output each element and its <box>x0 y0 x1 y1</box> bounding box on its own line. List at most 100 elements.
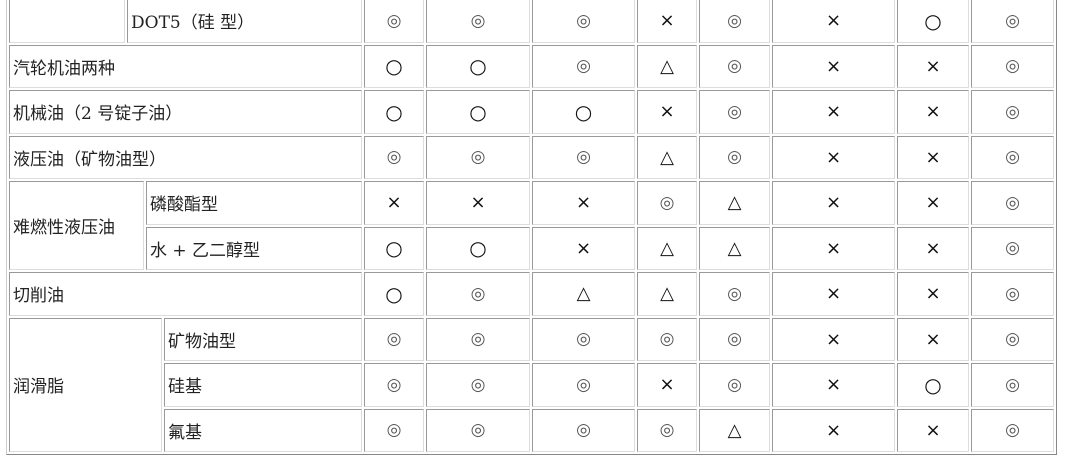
double-circle-icon: ◎ <box>699 272 770 316</box>
cross-icon: × <box>637 363 697 407</box>
circle-icon: ○ <box>897 0 969 43</box>
double-circle-icon: ◎ <box>426 408 530 452</box>
double-circle-icon: ◎ <box>532 317 635 361</box>
row-label-cell: 硅基 <box>164 363 362 407</box>
table-row: 氟基 ◎ ◎ ◎ ◎ △ × × ◎ <box>9 408 1054 452</box>
cross-icon: × <box>532 226 635 270</box>
group-label-cell: 润滑脂 <box>9 317 162 452</box>
row-label-cell: 矿物油型 <box>164 317 362 361</box>
double-circle-icon: ◎ <box>699 135 770 179</box>
table-row: 液压油（矿物油型） ◎ ◎ ◎ △ ◎ × × ◎ <box>9 135 1054 179</box>
double-circle-icon: ◎ <box>364 317 424 361</box>
cross-icon: × <box>897 44 969 88</box>
double-circle-icon: ◎ <box>532 408 635 452</box>
cross-icon: × <box>897 226 969 270</box>
cross-icon: × <box>772 44 895 88</box>
table-row: 切削油 ○ ◎ △ △ ◎ × × ◎ <box>9 272 1054 316</box>
double-circle-icon: ◎ <box>971 0 1054 43</box>
cross-icon: × <box>772 90 895 134</box>
row-label-cell: 氟基 <box>164 408 362 452</box>
double-circle-icon: ◎ <box>426 363 530 407</box>
row-label-cell: 液压油（矿物油型） <box>9 135 362 179</box>
double-circle-icon: ◎ <box>971 408 1054 452</box>
cross-icon: × <box>364 181 424 225</box>
cross-icon: × <box>532 181 635 225</box>
triangle-icon: △ <box>637 135 697 179</box>
double-circle-icon: ◎ <box>637 408 697 452</box>
double-circle-icon: ◎ <box>971 44 1054 88</box>
cross-icon: × <box>772 181 895 225</box>
circle-icon: ○ <box>364 272 424 316</box>
triangle-icon: △ <box>699 226 770 270</box>
double-circle-icon: ◎ <box>532 0 635 43</box>
double-circle-icon: ◎ <box>637 181 697 225</box>
double-circle-icon: ◎ <box>364 0 424 43</box>
row-label-cell: 水 + 乙二醇型 <box>146 226 362 270</box>
cross-icon: × <box>637 90 697 134</box>
double-circle-icon: ◎ <box>699 317 770 361</box>
cross-icon: × <box>897 181 969 225</box>
circle-icon: ○ <box>897 363 969 407</box>
table-row: 水 + 乙二醇型 ○ ○ × △ △ × × ◎ <box>9 226 1054 270</box>
double-circle-icon: ◎ <box>426 0 530 43</box>
double-circle-icon: ◎ <box>699 90 770 134</box>
table-row: DOT5（硅 型） ◎ ◎ ◎ × ◎ × ○ ◎ <box>9 0 1054 43</box>
row-label-cell: 机械油（2 号锭子油） <box>9 90 362 134</box>
cross-icon: × <box>897 272 969 316</box>
row-label-cell: 汽轮机油两种 <box>9 44 362 88</box>
double-circle-icon: ◎ <box>364 363 424 407</box>
cross-icon: × <box>772 226 895 270</box>
circle-icon: ○ <box>426 44 530 88</box>
cross-icon: × <box>772 317 895 361</box>
table-row: 硅基 ◎ ◎ ◎ × ◎ × ○ ◎ <box>9 363 1054 407</box>
triangle-icon: △ <box>532 272 635 316</box>
triangle-icon: △ <box>637 44 697 88</box>
double-circle-icon: ◎ <box>699 363 770 407</box>
row-label-cell: DOT5（硅 型） <box>127 0 362 43</box>
table-row: 润滑脂 矿物油型 ◎ ◎ ◎ ◎ ◎ × × ◎ <box>9 317 1054 452</box>
group-label-cell <box>9 0 125 43</box>
double-circle-icon: ◎ <box>971 363 1054 407</box>
double-circle-icon: ◎ <box>971 181 1054 225</box>
circle-icon: ○ <box>364 226 424 270</box>
table-row: 难燃性液压油 磷酸酯型 × × × ◎ △ × × ◎ <box>9 181 1054 270</box>
double-circle-icon: ◎ <box>364 135 424 179</box>
double-circle-icon: ◎ <box>426 317 530 361</box>
double-circle-icon: ◎ <box>971 226 1054 270</box>
cross-icon: × <box>897 135 969 179</box>
table-row: 机械油（2 号锭子油） ○ ○ ○ × ◎ × × ◎ <box>9 90 1054 134</box>
triangle-icon: △ <box>637 226 697 270</box>
double-circle-icon: ◎ <box>971 90 1054 134</box>
double-circle-icon: ◎ <box>532 135 635 179</box>
cross-icon: × <box>426 181 530 225</box>
double-circle-icon: ◎ <box>637 317 697 361</box>
double-circle-icon: ◎ <box>699 44 770 88</box>
double-circle-icon: ◎ <box>699 0 770 43</box>
row-label-cell: 磷酸酯型 <box>146 181 362 225</box>
triangle-icon: △ <box>699 181 770 225</box>
circle-icon: ○ <box>532 90 635 134</box>
double-circle-icon: ◎ <box>971 317 1054 361</box>
double-circle-icon: ◎ <box>426 272 530 316</box>
circle-icon: ○ <box>426 90 530 134</box>
double-circle-icon: ◎ <box>971 135 1054 179</box>
circle-icon: ○ <box>426 226 530 270</box>
row-label-cell: 切削油 <box>9 272 362 316</box>
group-label-cell: 难燃性液压油 <box>9 181 144 270</box>
triangle-icon: △ <box>637 272 697 316</box>
table-row: 汽轮机油两种 ○ ○ ◎ △ ◎ × × ◎ <box>9 44 1054 88</box>
circle-icon: ○ <box>364 90 424 134</box>
cross-icon: × <box>772 135 895 179</box>
triangle-icon: △ <box>699 408 770 452</box>
circle-icon: ○ <box>364 44 424 88</box>
double-circle-icon: ◎ <box>364 408 424 452</box>
cross-icon: × <box>897 90 969 134</box>
compatibility-table: DOT5（硅 型） ◎ ◎ ◎ × ◎ × ○ ◎ 汽轮机油两种 ○ ○ ◎ △ ◎ × × ◎ 机械油（2 号锭子… <box>6 0 1057 455</box>
cross-icon: × <box>897 317 969 361</box>
double-circle-icon: ◎ <box>532 363 635 407</box>
cross-icon: × <box>772 408 895 452</box>
double-circle-icon: ◎ <box>971 272 1054 316</box>
double-circle-icon: ◎ <box>426 135 530 179</box>
cross-icon: × <box>772 272 895 316</box>
cross-icon: × <box>637 0 697 43</box>
